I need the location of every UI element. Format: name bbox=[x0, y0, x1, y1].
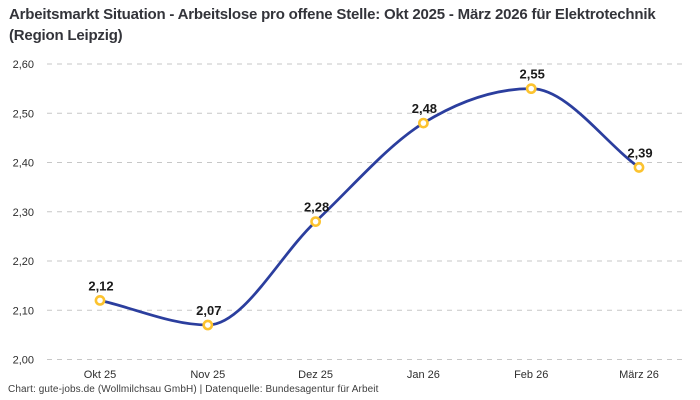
x-tick-label: Okt 25 bbox=[84, 369, 116, 381]
data-point-marker bbox=[94, 294, 106, 306]
x-tick-label: Feb 26 bbox=[514, 369, 548, 381]
data-point-label: 2,12 bbox=[88, 278, 113, 293]
data-point-label: 2,48 bbox=[412, 101, 437, 116]
data-point-label: 2,28 bbox=[304, 200, 329, 215]
data-point-marker bbox=[417, 117, 429, 129]
x-tick-label: Jan 26 bbox=[407, 369, 440, 381]
x-tick-label: März 26 bbox=[619, 369, 659, 381]
y-tick-label: 2,60 bbox=[13, 59, 34, 71]
chart-title: Arbeitsmarkt Situation - Arbeitslose pro… bbox=[9, 6, 656, 44]
y-tick-label: 2,00 bbox=[13, 355, 34, 367]
x-tick-label: Nov 25 bbox=[190, 369, 225, 381]
attribution-text: Chart: gute-jobs.de (Wollmilchsau GmbH) … bbox=[8, 384, 379, 395]
y-tick-label: 2,40 bbox=[13, 158, 34, 170]
data-point-label: 2,07 bbox=[196, 303, 221, 318]
data-point-label: 2,55 bbox=[520, 67, 545, 82]
data-point-marker bbox=[310, 216, 321, 227]
y-tick-label: 2,30 bbox=[13, 207, 34, 219]
data-point-marker bbox=[525, 83, 537, 95]
series-line bbox=[98, 87, 641, 327]
data-point-marker bbox=[202, 319, 214, 331]
data-point-marker bbox=[633, 162, 645, 173]
data-point-label: 2,39 bbox=[627, 145, 652, 160]
x-tick-label: Dez 25 bbox=[298, 369, 333, 381]
y-tick-label: 2,10 bbox=[13, 305, 34, 317]
y-tick-label: 2,50 bbox=[13, 108, 34, 120]
y-tick-label: 2,20 bbox=[13, 256, 34, 268]
